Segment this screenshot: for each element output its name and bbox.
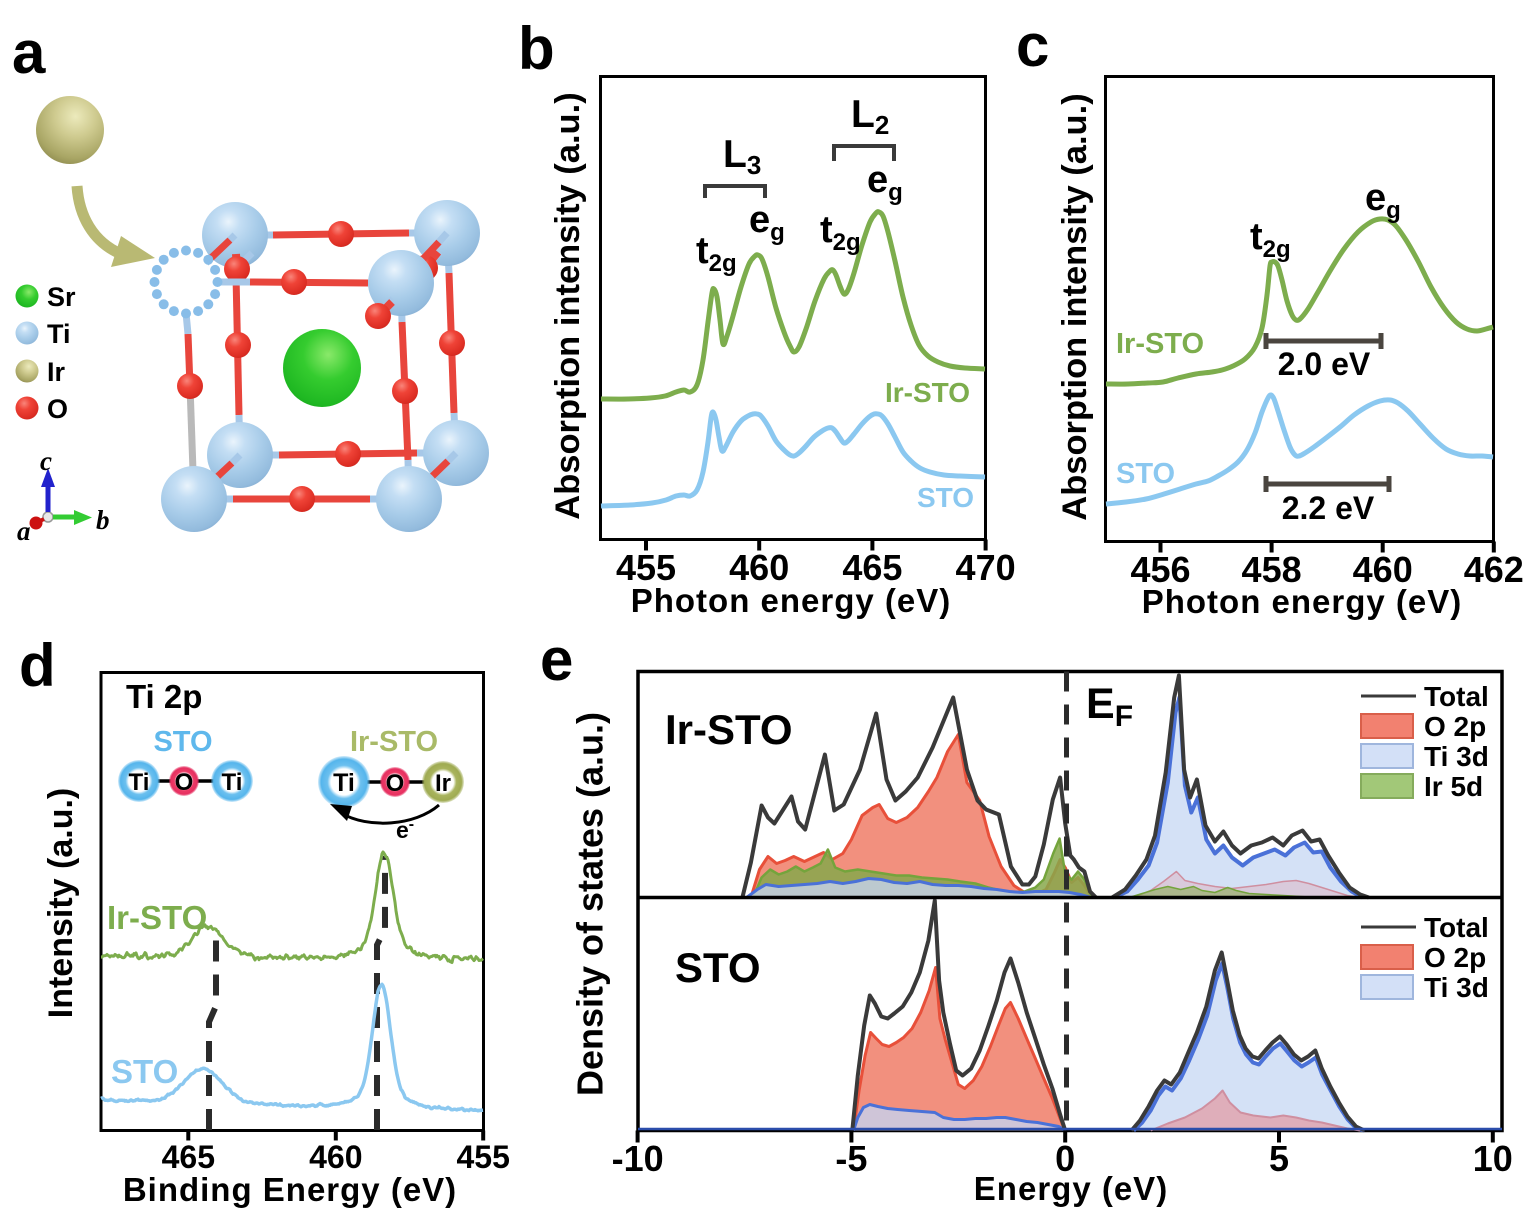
svg-text:Ir 5d: Ir 5d — [1424, 771, 1483, 802]
svg-text:a: a — [17, 516, 31, 546]
svg-text:455: 455 — [616, 547, 676, 588]
svg-text:Absorption intensity (a.u.): Absorption intensity (a.u.) — [549, 92, 587, 519]
svg-text:2.2 eV: 2.2 eV — [1282, 490, 1375, 526]
svg-text:Ti 2p: Ti 2p — [126, 678, 202, 715]
svg-text:STO: STO — [111, 1053, 178, 1090]
svg-text:Ti: Ti — [333, 769, 355, 797]
svg-text:5: 5 — [1269, 1138, 1289, 1179]
svg-text:L2: L2 — [851, 93, 889, 140]
svg-text:Ti: Ti — [47, 319, 71, 349]
svg-text:Ir-STO: Ir-STO — [665, 706, 793, 753]
svg-text:Absorption intensity (a.u.): Absorption intensity (a.u.) — [1056, 93, 1094, 520]
svg-text:Ir: Ir — [435, 770, 451, 797]
svg-text:Energy (eV): Energy (eV) — [974, 1170, 1168, 1207]
svg-text:a: a — [12, 19, 46, 86]
svg-text:458: 458 — [1242, 549, 1302, 590]
svg-text:b: b — [96, 505, 110, 535]
svg-text:460: 460 — [729, 547, 789, 588]
svg-text:Binding Energy (eV): Binding Energy (eV) — [123, 1171, 457, 1208]
svg-text:b: b — [518, 15, 555, 82]
svg-text:c: c — [1016, 12, 1049, 79]
svg-text:O: O — [175, 769, 194, 796]
svg-text:O 2p: O 2p — [1424, 711, 1486, 742]
svg-text:Total: Total — [1424, 912, 1489, 943]
svg-text:-5: -5 — [835, 1138, 867, 1179]
svg-text:Ti 3d: Ti 3d — [1424, 972, 1489, 1003]
svg-text:0: 0 — [1055, 1138, 1075, 1179]
svg-text:O: O — [47, 394, 68, 424]
svg-text:456: 456 — [1130, 549, 1190, 590]
svg-text:STO: STO — [1116, 458, 1175, 490]
svg-text:Intensity (a.u.): Intensity (a.u.) — [42, 788, 80, 1018]
svg-text:Ti 3d: Ti 3d — [1424, 741, 1489, 772]
svg-text:Ir-STO: Ir-STO — [350, 726, 438, 758]
svg-text:2.0 eV: 2.0 eV — [1278, 346, 1371, 382]
svg-text:460: 460 — [309, 1139, 362, 1175]
svg-text:d: d — [19, 632, 56, 699]
svg-text:STO: STO — [153, 726, 212, 758]
svg-text:STO: STO — [917, 482, 974, 513]
svg-text:10: 10 — [1473, 1138, 1513, 1179]
svg-text:e: e — [540, 626, 573, 693]
svg-text:460: 460 — [1353, 549, 1413, 590]
svg-text:Ir-STO: Ir-STO — [107, 899, 207, 936]
svg-text:455: 455 — [457, 1139, 510, 1175]
svg-text:Ti: Ti — [222, 769, 243, 796]
svg-text:Ir-STO: Ir-STO — [885, 377, 970, 408]
svg-text:O 2p: O 2p — [1424, 942, 1486, 973]
svg-text:Density of states (a.u.): Density of states (a.u.) — [570, 712, 611, 1096]
svg-text:462: 462 — [1464, 549, 1524, 590]
svg-text:c: c — [40, 446, 52, 476]
svg-text:465: 465 — [842, 547, 902, 588]
svg-text:-10: -10 — [612, 1138, 664, 1179]
svg-text:Ir: Ir — [47, 357, 66, 387]
svg-text:470: 470 — [956, 547, 1016, 588]
svg-text:Total: Total — [1424, 681, 1489, 712]
svg-text:STO: STO — [675, 944, 761, 991]
svg-text:O: O — [386, 770, 405, 797]
svg-text:Ti: Ti — [129, 769, 150, 796]
svg-text:Photon energy (eV): Photon energy (eV) — [1142, 583, 1463, 620]
svg-text:465: 465 — [162, 1139, 215, 1175]
svg-text:Sr: Sr — [47, 282, 76, 312]
svg-text:Photon energy (eV): Photon energy (eV) — [631, 582, 952, 619]
svg-text:Ir-STO: Ir-STO — [1116, 328, 1204, 360]
